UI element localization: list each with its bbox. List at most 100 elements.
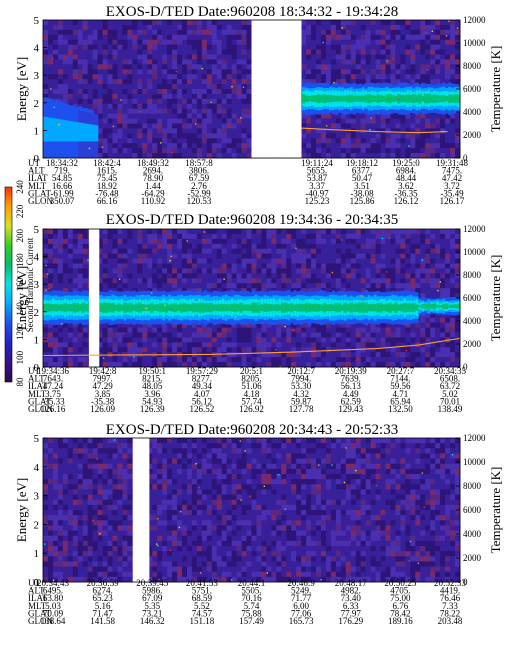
spectrogram-cell — [202, 59, 207, 64]
spectrogram-cell — [93, 45, 98, 50]
spectrogram-cell — [147, 283, 152, 288]
spectrogram-cell — [261, 268, 266, 273]
spectrogram-cell — [306, 138, 311, 143]
spectrogram-cell — [182, 104, 187, 109]
spectrogram-cell — [53, 30, 58, 35]
spectrogram-cell — [152, 229, 157, 234]
spectrogram-cell — [157, 283, 162, 288]
spectrogram-cell — [247, 99, 252, 104]
spectrogram-cell — [182, 109, 187, 114]
spectrogram-cell — [346, 133, 351, 138]
spectrogram-cell — [381, 283, 386, 288]
spectrogram-cell — [331, 249, 336, 254]
spectrogram-cell — [455, 69, 460, 74]
spectrogram-cell — [381, 264, 386, 269]
spectrogram-cell — [232, 69, 237, 74]
spectrogram-cell — [197, 254, 202, 259]
spectrogram-cell — [341, 119, 346, 124]
spectrogram-cell — [212, 234, 217, 239]
spectrogram-cell — [73, 45, 78, 50]
spectrogram-cell — [415, 64, 420, 69]
spectrogram-band — [427, 94, 430, 103]
spectrogram-cell — [331, 35, 336, 40]
spectrogram-cell — [296, 328, 301, 333]
spectrogram-cell — [237, 234, 242, 239]
spectrogram-cell — [311, 352, 316, 357]
spectrogram-cell — [43, 84, 48, 89]
spectrogram-cell — [182, 94, 187, 99]
spectrogram-cell — [247, 89, 252, 94]
spectrogram-cell — [167, 45, 172, 50]
spectrogram-cell — [346, 244, 351, 249]
spectrogram-cell — [162, 119, 167, 124]
spectrogram-cell — [63, 268, 68, 273]
spectrogram-cell — [88, 69, 93, 74]
spectrogram-cell — [137, 30, 142, 35]
spectrogram-cell — [361, 74, 366, 79]
spectrogram-cell — [73, 84, 78, 89]
spectrogram-cell — [227, 352, 232, 357]
spectrogram-cell — [395, 119, 400, 124]
spectrogram-cell — [147, 114, 152, 119]
spectrogram-cell — [217, 84, 222, 89]
spectrogram-cell — [103, 74, 108, 79]
spectrogram-cell — [386, 283, 391, 288]
spectrogram-cell — [321, 124, 326, 129]
spectrogram-cell — [83, 45, 88, 50]
spectrogram-cell — [222, 94, 227, 99]
spectrogram-cell — [113, 25, 118, 30]
spectrogram-cell — [356, 55, 361, 60]
spectrogram-cell — [386, 244, 391, 249]
spectrogram-cell — [58, 45, 63, 50]
spectrogram-cell — [306, 40, 311, 45]
spectrogram-cell — [207, 249, 212, 254]
spectrogram-cell — [247, 278, 252, 283]
spectrogram-cell — [227, 55, 232, 60]
spectrogram-cell — [63, 30, 68, 35]
spectrogram-cell — [386, 333, 391, 338]
spectrogram-cell — [73, 99, 78, 104]
spectrogram-cell — [63, 249, 68, 254]
spectrogram-cell — [192, 20, 197, 25]
spectrogram-cell — [256, 328, 261, 333]
spectrogram-cell — [321, 283, 326, 288]
spectrogram-cell — [410, 357, 415, 362]
spectrogram-cell — [103, 64, 108, 69]
spectrogram-cell — [430, 45, 435, 50]
spectrogram-cell — [212, 133, 217, 138]
spectrogram-cell — [410, 25, 415, 30]
spectrogram-cell — [212, 148, 217, 153]
spectrogram-cell — [321, 229, 326, 234]
spectrogram-cell — [187, 278, 192, 283]
spectrogram-cell — [237, 254, 242, 259]
spectrogram-cell — [306, 128, 311, 133]
spectrogram-cell — [157, 143, 162, 148]
spectrogram-cell — [103, 25, 108, 30]
spectrogram-cell — [113, 143, 118, 148]
spectrogram-cell — [192, 133, 197, 138]
spectrogram-cell — [296, 278, 301, 283]
spectrogram-cell — [252, 328, 257, 333]
spectrogram-cell — [326, 25, 331, 30]
spectrogram-cell — [222, 143, 227, 148]
spectrogram-cell — [142, 234, 147, 239]
spectrogram-cell — [450, 138, 455, 143]
spectrogram-cell — [177, 55, 182, 60]
spectrogram-cell — [157, 25, 162, 30]
spectrogram-cell — [420, 337, 425, 342]
spectrogram-cell — [137, 114, 142, 119]
spectrogram-cell — [127, 357, 132, 362]
spectrogram-cell — [142, 69, 147, 74]
spectrogram-cell — [266, 229, 271, 234]
spectrogram-cell — [346, 30, 351, 35]
spectrogram-cell — [222, 283, 227, 288]
spectrogram-cell — [108, 342, 113, 347]
spectrogram-cell — [157, 119, 162, 124]
spectrogram-cell — [296, 342, 301, 347]
spectrogram-cell — [212, 328, 217, 333]
spectrogram-cell — [162, 328, 167, 333]
spectrogram-cell — [415, 278, 420, 283]
spectrogram-cell — [311, 249, 316, 254]
spectrogram-cell — [182, 143, 187, 148]
spectrogram-band — [335, 96, 338, 102]
